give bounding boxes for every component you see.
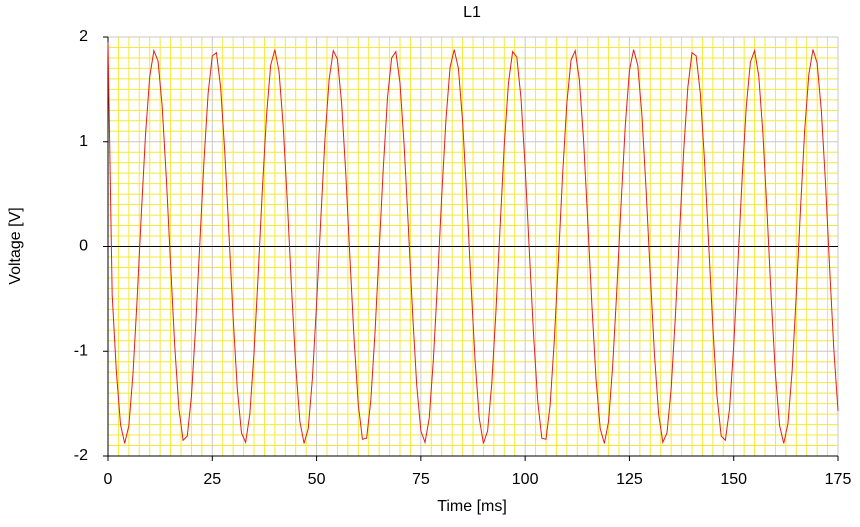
x-tick-label: 25 <box>203 471 221 488</box>
x-tick-label: 125 <box>616 471 643 488</box>
x-tick-label: 0 <box>104 471 113 488</box>
data-line <box>107 42 839 445</box>
y-tick-label: 1 <box>79 133 88 150</box>
x-tick-label: 50 <box>308 471 326 488</box>
y-axis-label: Voltage [V] <box>7 207 24 284</box>
x-tick-label: 175 <box>825 471 852 488</box>
x-axis-label: Time [ms] <box>437 498 507 515</box>
x-tick-label: 150 <box>720 471 747 488</box>
y-tick-label: 2 <box>79 28 88 45</box>
y-tick-label: 0 <box>79 238 88 255</box>
chart-title: L1 <box>463 4 481 21</box>
x-tick-label: 100 <box>512 471 539 488</box>
y-tick-label: -2 <box>74 447 88 464</box>
y-tick-label: -1 <box>74 342 88 359</box>
x-tick-label: 75 <box>412 471 430 488</box>
